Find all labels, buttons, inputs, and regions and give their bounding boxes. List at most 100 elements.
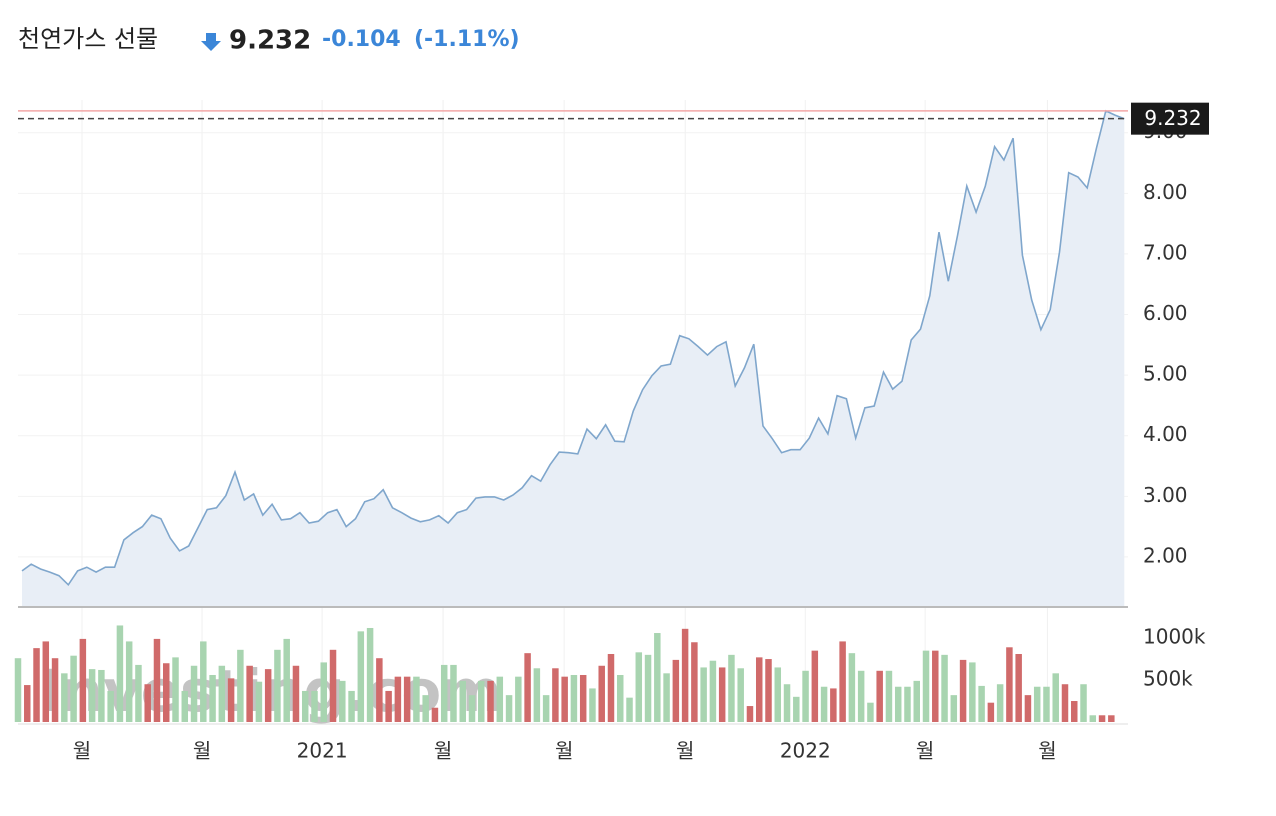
- volume-bar: [820, 686, 828, 722]
- volume-bar: [190, 665, 198, 722]
- volume-bar: [385, 690, 392, 722]
- volume-bar: [996, 684, 1004, 722]
- volume-bar: [663, 673, 670, 722]
- volume-bar: [811, 650, 819, 722]
- volume-bar: [1006, 647, 1013, 722]
- volume-bar: [422, 695, 429, 722]
- volume-bar: [403, 676, 411, 722]
- volume-bar: [709, 660, 717, 722]
- volume-bar: [922, 650, 930, 722]
- volume-bar: [61, 673, 68, 722]
- volume-bar: [339, 680, 346, 722]
- volume-bar: [14, 658, 22, 722]
- volume-bar: [589, 688, 596, 722]
- volume-bar: [515, 676, 522, 722]
- volume-bar: [329, 649, 337, 722]
- down-arrow: [201, 33, 221, 51]
- volume-bar: [181, 690, 189, 722]
- volume-bar: [644, 654, 652, 722]
- volume-bar: [718, 667, 726, 722]
- x-tick-label: 월: [676, 739, 694, 763]
- volume-bar: [172, 657, 179, 722]
- volume-bar: [654, 633, 661, 722]
- volume-bar: [783, 684, 791, 722]
- volume-bar: [478, 680, 485, 722]
- y-tick-label: 2.00: [1143, 543, 1188, 567]
- volume-bar: [218, 665, 226, 722]
- volume-bar: [42, 641, 50, 722]
- volume-bar: [830, 688, 837, 722]
- volume-bar: [524, 653, 531, 722]
- volume-bar: [51, 658, 59, 722]
- volume-bar: [728, 654, 735, 722]
- volume-bar: [755, 657, 763, 722]
- volume-bar: [561, 676, 568, 722]
- volume-bar: [1061, 684, 1069, 722]
- volume-bar: [227, 678, 235, 722]
- volume-bar: [672, 659, 680, 722]
- volume-bar: [876, 670, 883, 722]
- volume-bar: [348, 690, 355, 722]
- last-price-badge: [1131, 102, 1209, 135]
- volume-bar: [626, 697, 633, 722]
- volume-bar: [1108, 715, 1115, 722]
- volume-bar: [320, 662, 328, 722]
- volume-bar: [1024, 695, 1032, 722]
- volume-bar: [857, 670, 865, 722]
- volume-bar: [932, 650, 939, 722]
- volume-bar: [107, 690, 114, 722]
- volume-bar: [700, 667, 707, 722]
- volume-bar: [774, 667, 782, 722]
- volume-bar: [802, 670, 809, 722]
- volume-bar: [153, 638, 161, 722]
- volume-bar: [163, 663, 170, 722]
- volume-bar: [88, 669, 96, 722]
- x-tick-label: 월: [193, 739, 211, 763]
- volume-bar: [1052, 673, 1059, 722]
- price-line: [21, 109, 1125, 587]
- volume-bar: [311, 690, 318, 722]
- volume-bar: [366, 627, 374, 722]
- volume-bar: [681, 628, 689, 722]
- volume-bar: [913, 680, 920, 722]
- volume-bar: [598, 665, 605, 722]
- y-tick-label: 5.00: [1143, 362, 1188, 386]
- volume-bar: [1080, 684, 1087, 722]
- y-tick-label: 3.00: [1143, 483, 1188, 507]
- volume-bar: [209, 674, 216, 722]
- volume-bar: [98, 669, 105, 722]
- volume-bar: [1098, 715, 1106, 722]
- volume-bar: [941, 654, 948, 722]
- volume-bar: [468, 695, 476, 722]
- volume-bar: [533, 668, 541, 722]
- y-tick-label: 4.00: [1143, 422, 1188, 446]
- x-tick-label: 월: [916, 739, 934, 763]
- y-tick-label: 6.00: [1143, 301, 1188, 325]
- volume-bar: [125, 641, 133, 722]
- x-tick-label: 월: [555, 739, 573, 763]
- y-tick-label: 7.00: [1143, 240, 1188, 264]
- volume-bar: [1015, 654, 1022, 722]
- volume-bar: [237, 649, 244, 722]
- volume-bar: [33, 648, 40, 722]
- volume-bar: [487, 680, 494, 722]
- volume-bar: [274, 649, 281, 722]
- volume-bar: [431, 707, 439, 722]
- volume-bar: [570, 674, 578, 722]
- volume-bar: [200, 641, 207, 722]
- volume-bar: [885, 670, 893, 722]
- volume-bar: [959, 659, 967, 722]
- x-tick-label: 월: [1038, 739, 1056, 763]
- volume-bar: [1071, 701, 1078, 722]
- volume-bar: [505, 695, 513, 722]
- volume-bar: [987, 702, 995, 722]
- price-area: [21, 110, 1125, 607]
- volume-bar: [737, 668, 744, 722]
- volume-bar: [496, 676, 504, 722]
- change-percent: (-1.11%): [414, 27, 520, 52]
- volume-bar: [579, 674, 587, 722]
- volume-bar: [793, 696, 800, 722]
- volume-bar: [552, 668, 559, 722]
- change: -0.104: [322, 27, 401, 52]
